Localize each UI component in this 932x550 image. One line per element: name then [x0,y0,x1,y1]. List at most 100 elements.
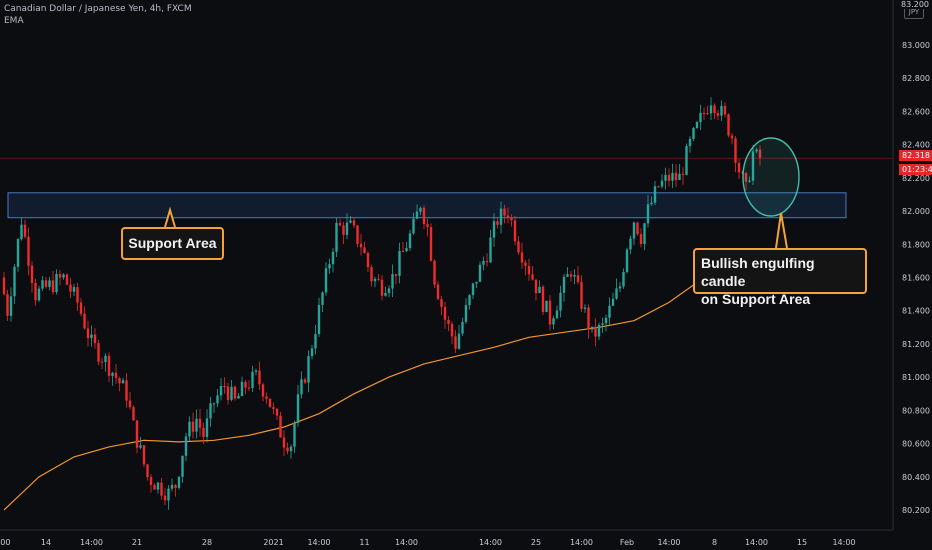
candle-body [268,398,272,408]
candle [510,214,513,227]
candle-body [111,372,114,376]
candle [429,223,433,262]
candle-body [685,146,688,175]
candle [748,176,751,183]
candle-body [611,298,615,306]
candle-body [352,220,356,226]
time-tick-label: Feb [620,538,634,547]
engulfing-line-2: on Support Area [701,291,811,307]
candle-body [387,288,391,293]
candle-body [457,333,461,349]
candle [216,388,219,408]
candle [464,298,468,324]
candle-body [163,495,167,501]
candle [163,488,167,505]
engulfing-pointer [775,212,788,249]
candle-body [464,305,468,322]
candle [531,265,534,281]
candle [496,218,499,229]
candle-body [86,328,90,339]
candle-body [153,484,156,490]
candle-body [422,207,426,225]
candle [191,412,195,439]
candle-body [566,274,569,277]
price-tick-label: 83.000 [902,41,930,50]
candle [601,317,604,334]
candle [373,276,377,288]
candle-body [128,400,132,408]
candle [590,326,594,333]
time-axis: :00 14 14:00 21 28 2021 14:00 11 14:00 14:00 25 14:… [0,529,893,547]
candle [118,376,121,392]
candle [384,286,387,297]
candle [734,136,737,173]
candle [632,221,636,246]
candle-body [748,180,751,182]
candle [310,344,314,360]
price-tick-label: 80.200 [902,506,930,515]
candle [433,259,436,288]
candle-body [555,310,559,319]
candle [153,483,156,490]
candle [569,270,573,282]
candle-body [734,138,737,163]
candle [128,391,132,410]
candle-body [450,323,454,337]
candle-body [359,243,363,248]
candle [548,295,552,331]
candle [321,291,324,312]
candle [83,306,86,330]
candle-body [258,370,261,385]
candle-body [412,218,415,234]
candle [293,420,296,453]
candle-body [335,222,338,252]
candle-body [709,105,713,114]
candle-body [660,180,664,187]
candle [716,109,720,120]
candle-body [601,323,604,325]
candle [20,217,23,241]
candle-body [482,260,485,265]
candle-body [716,113,720,116]
candle-body [524,262,527,266]
candle-body [16,239,20,267]
candle-body [51,280,55,293]
candle [181,455,184,483]
candle [272,402,275,415]
candle [55,269,58,295]
candle [681,167,685,185]
candle [671,163,674,188]
last-price-tag: 82.318 [899,150,932,161]
candle-body [244,381,247,388]
candle-body [629,238,632,250]
candle [349,216,352,224]
candle-body [55,273,58,293]
candle [51,271,55,295]
candle-body [44,280,48,287]
candle-body [590,326,594,330]
candle-body [9,296,13,316]
candle [286,442,289,455]
candle [492,213,496,247]
time-tick-label: 2021 [263,538,283,547]
candle [527,258,531,281]
time-tick-label: 14:00 [832,538,855,547]
price-tick-label: 81.800 [902,240,930,249]
candle [608,297,611,326]
candle [534,279,538,301]
candle-body [625,249,629,273]
candle-body [699,112,702,123]
ema-line [3,250,761,511]
candle-body [650,202,653,205]
candle [237,392,240,399]
candle [713,103,716,120]
time-tick-label: 8 [712,538,717,547]
candle [100,357,104,369]
price-tick-label: 81.200 [902,340,930,349]
candle [408,229,412,252]
candle [594,318,597,347]
candle-body [527,265,531,275]
candle-body [503,208,506,216]
candle [380,274,384,301]
